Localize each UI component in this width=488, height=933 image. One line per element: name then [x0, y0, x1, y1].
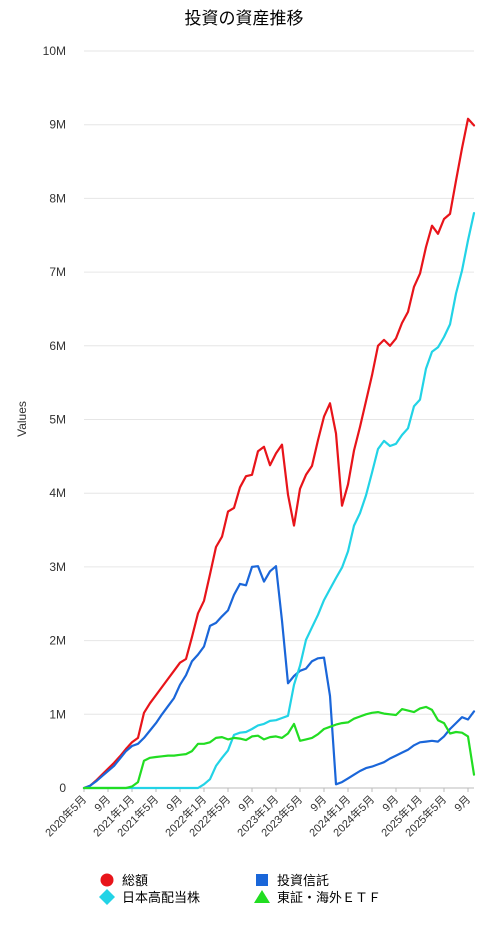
x-tick-label: 9月 [453, 794, 474, 815]
y-tick-label: 10M [43, 44, 66, 58]
legend-label-4: 東証・海外ＥＴＦ [277, 890, 381, 906]
y-tick-label: 1M [49, 707, 66, 721]
y-tick-label: 7M [49, 265, 66, 279]
series-line-4 [82, 705, 476, 790]
series-line-3 [82, 212, 476, 790]
legend-label-2: 投資信託 [277, 873, 329, 889]
y-tick-label: 5M [49, 413, 66, 427]
y-tick-label: 2M [49, 634, 66, 648]
legend-label-3: 日本高配当株 [122, 890, 200, 906]
legend-label-1: 総額 [122, 874, 148, 889]
series-lines [82, 117, 476, 790]
x-tick-label: 2020年5月 [42, 792, 89, 839]
y-tick-label: 9M [49, 118, 66, 132]
series-line-2 [82, 565, 476, 790]
y-axis-ticks: 0 1M 2M 3M 4M 5M 6M 7M 8M 9M 10M [43, 44, 67, 795]
y-tick-label: 6M [49, 339, 66, 353]
y-tick-label: 0 [59, 781, 66, 795]
legend-marker-1 [100, 873, 114, 887]
legend-marker-2 [256, 874, 268, 886]
gridlines [84, 50, 474, 789]
chart-title: 投資の資産推移 [185, 9, 304, 29]
y-axis-label: Values [15, 401, 29, 437]
y-tick-label: 8M [49, 191, 66, 205]
y-tick-label: 4M [49, 486, 66, 500]
series-line-1 [82, 117, 476, 790]
y-tick-label: 3M [49, 560, 66, 574]
legend-marker-4 [254, 890, 270, 903]
legend-marker-3 [99, 889, 115, 905]
